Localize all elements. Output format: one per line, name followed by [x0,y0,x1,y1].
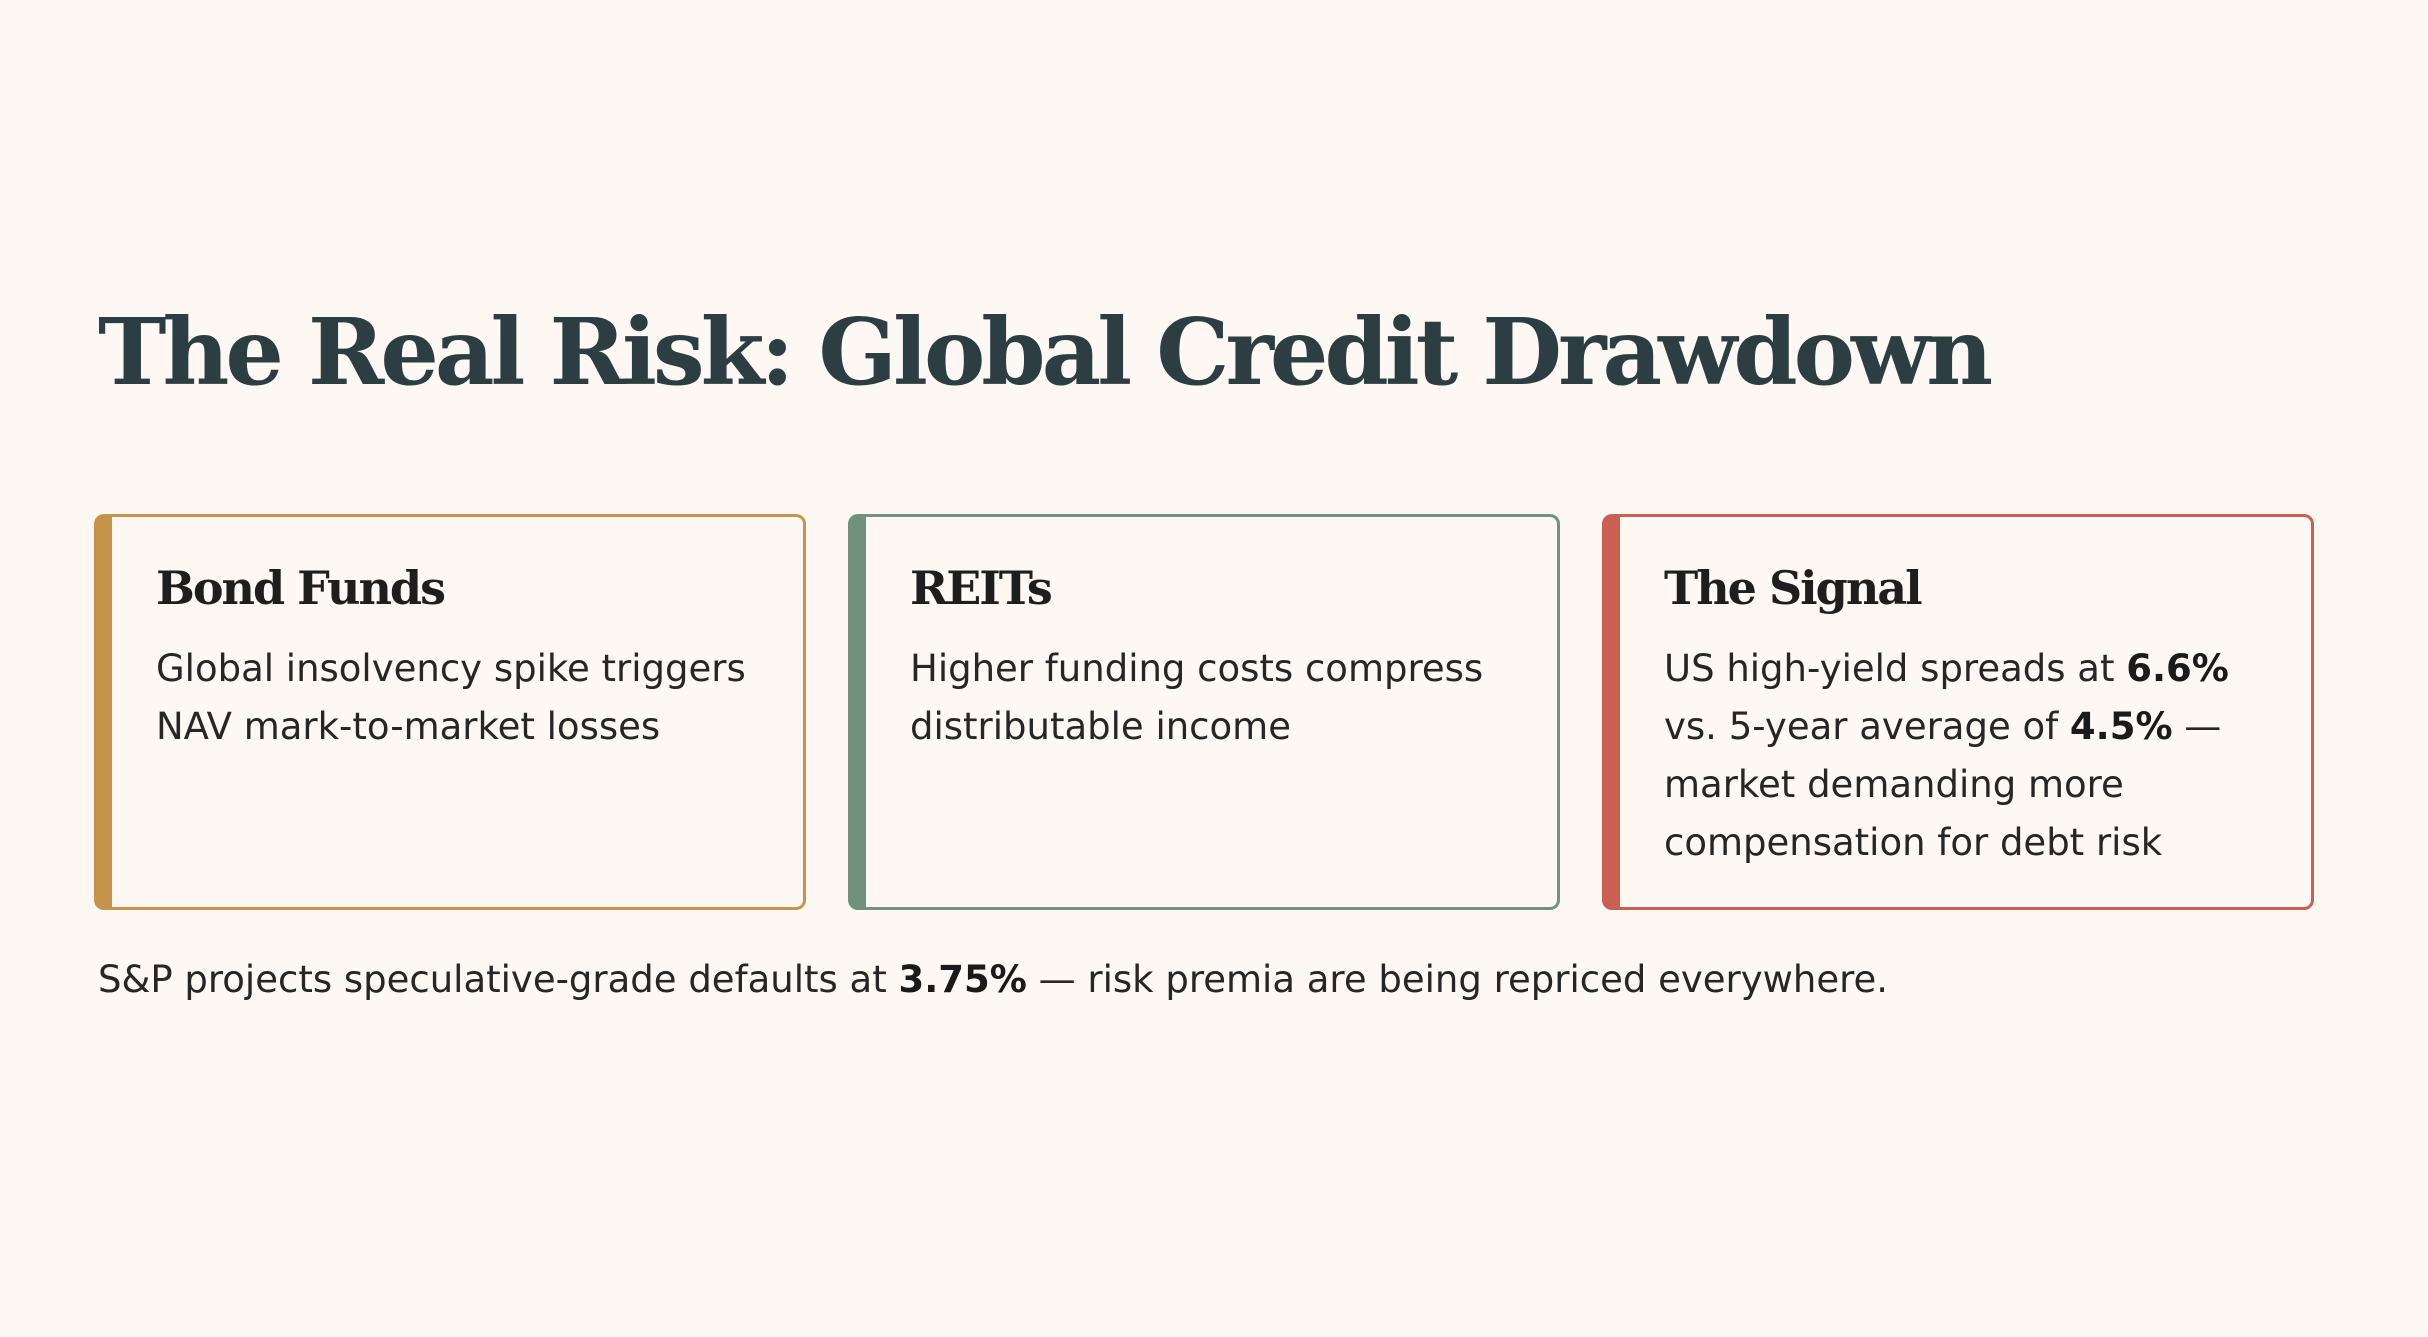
reits-card-title: REITs [910,561,1053,615]
signal-text-2: vs. 5-year average of [1664,705,2070,749]
high-yield-spread-value: 6.6% [2126,647,2229,691]
footnote: S&P projects speculative-grade defaults … [98,956,1888,1004]
five-year-average-value: 4.5% [2069,705,2173,749]
reits-card: REITs Higher funding costs compress dist… [848,514,1560,910]
signal-card: The Signal US high-yield spreads at 6.6%… [1602,514,2314,910]
reits-card-body: Higher funding costs compress distributa… [910,647,1484,749]
signal-text-1: US high-yield spreads at [1664,647,2127,691]
signal-card-title: The Signal [1664,561,1923,615]
slide-title: The Real Risk: Global Credit Drawdown [98,298,1993,406]
signal-card-body: US high-yield spreads at 6.6% vs. 5-year… [1664,640,2271,872]
bond-funds-card-title: Bond Funds [156,561,446,615]
default-rate-value: 3.75% [898,958,1027,1001]
bond-funds-card-body: Global insolvency spike triggers NAV mar… [156,647,746,749]
footnote-text-1: S&P projects speculative-grade defaults … [98,958,899,1001]
footnote-text-2: — risk premia are being repriced everywh… [1026,958,1889,1001]
signal-text-3: — market demanding more compensation for… [1664,705,2222,865]
bond-funds-card: Bond Funds Global insolvency spike trigg… [94,514,806,910]
